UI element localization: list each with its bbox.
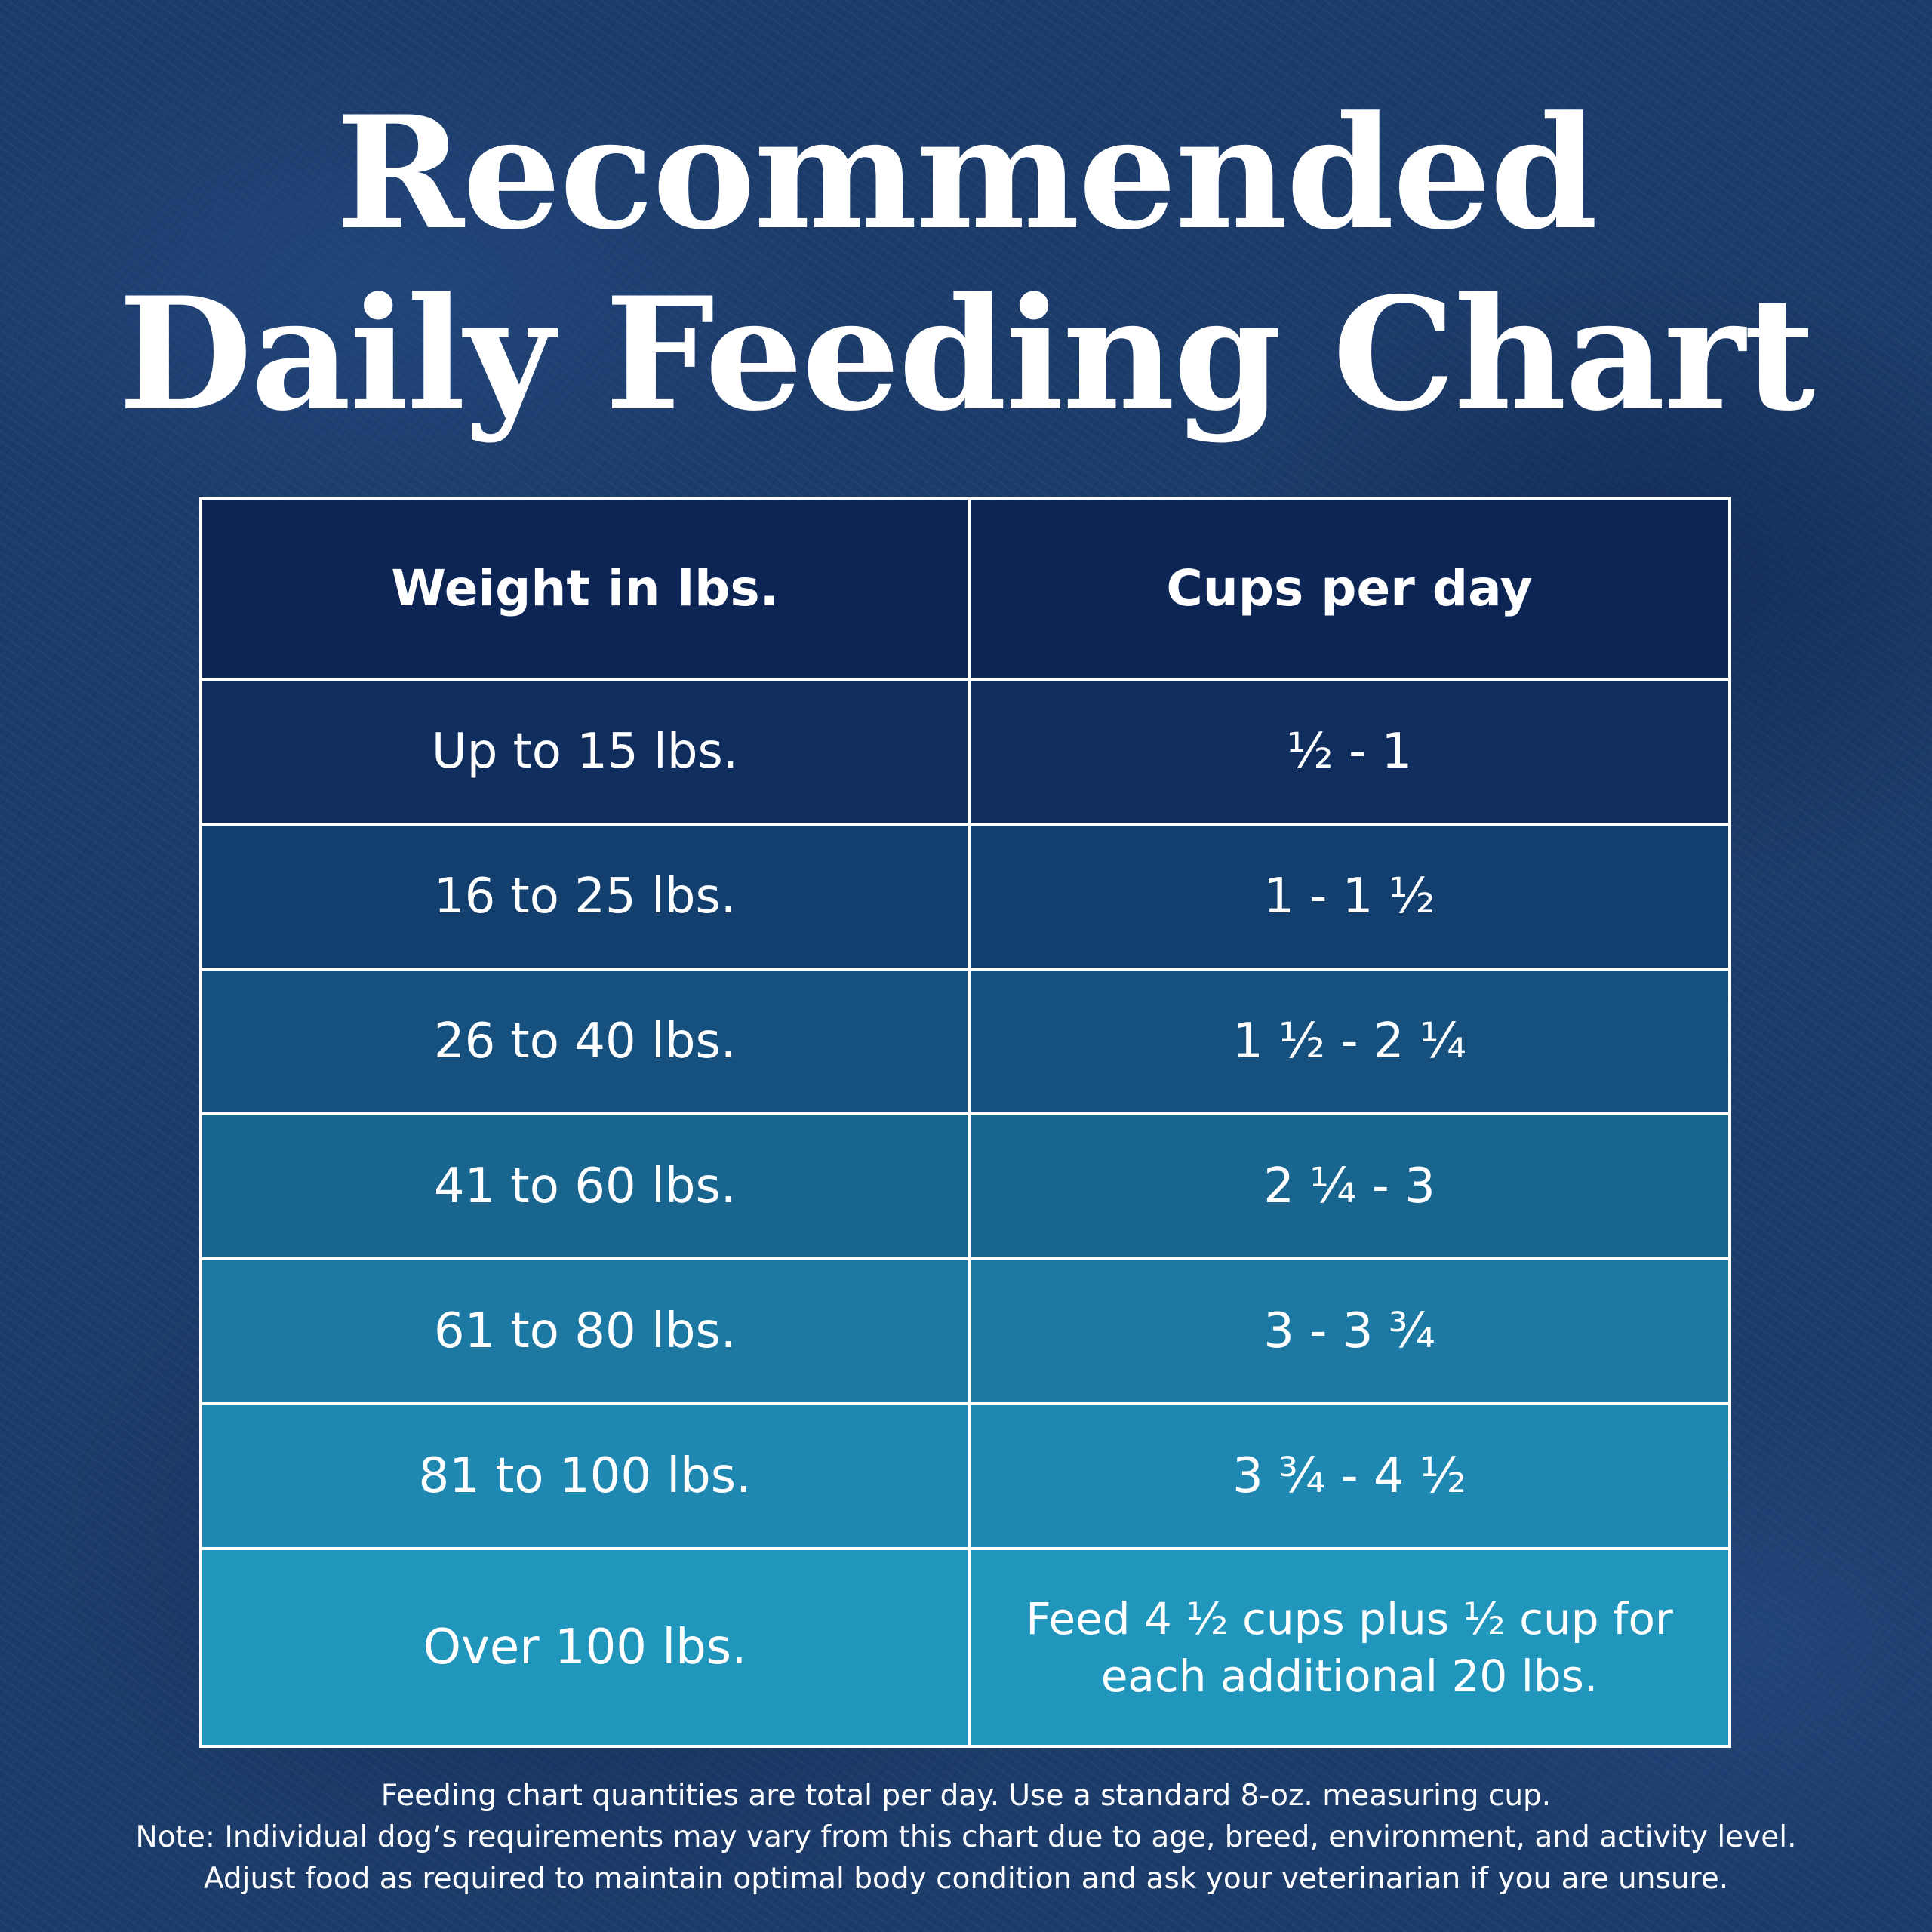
row-cups: 1 - 1 ½ (971, 826, 1728, 968)
header-weight: Weight in lbs. (202, 500, 968, 678)
footnote-line-2: Note: Individual dog’s requirements may … (135, 1820, 1797, 1854)
row-cups: 1 ½ - 2 ¼ (971, 971, 1728, 1112)
title-line-2: Daily Feeding Chart (118, 264, 1816, 445)
row-cups: 2 ¼ - 3 (971, 1115, 1728, 1257)
row-cups: ½ - 1 (971, 681, 1728, 823)
row-weight: 16 to 25 lbs. (202, 826, 968, 968)
row-cups: Feed 4 ½ cups plus ½ cup for each additi… (971, 1550, 1728, 1745)
row-cups: 3 ¾ - 4 ½ (971, 1405, 1728, 1547)
title-line-1: Recommended (335, 83, 1598, 264)
row-weight: 41 to 60 lbs. (202, 1115, 968, 1257)
row-weight: 81 to 100 lbs. (202, 1405, 968, 1547)
row-weight: Over 100 lbs. (202, 1550, 968, 1745)
footnote-line-1: Feeding chart quantities are total per d… (380, 1779, 1552, 1813)
footnote-line-3: Adjust food as required to maintain opti… (203, 1862, 1729, 1896)
feeding-table: Weight in lbs. Cups per day Up to 15 lbs… (199, 497, 1731, 1748)
row-cups: 3 - 3 ¾ (971, 1260, 1728, 1402)
row-weight: 61 to 80 lbs. (202, 1260, 968, 1402)
row-weight: 26 to 40 lbs. (202, 971, 968, 1112)
footnote: Feeding chart quantities are total per d… (0, 1775, 1932, 1900)
page-title: Recommended Daily Feeding Chart (0, 83, 1932, 445)
header-cups: Cups per day (971, 500, 1728, 678)
row-weight: Up to 15 lbs. (202, 681, 968, 823)
